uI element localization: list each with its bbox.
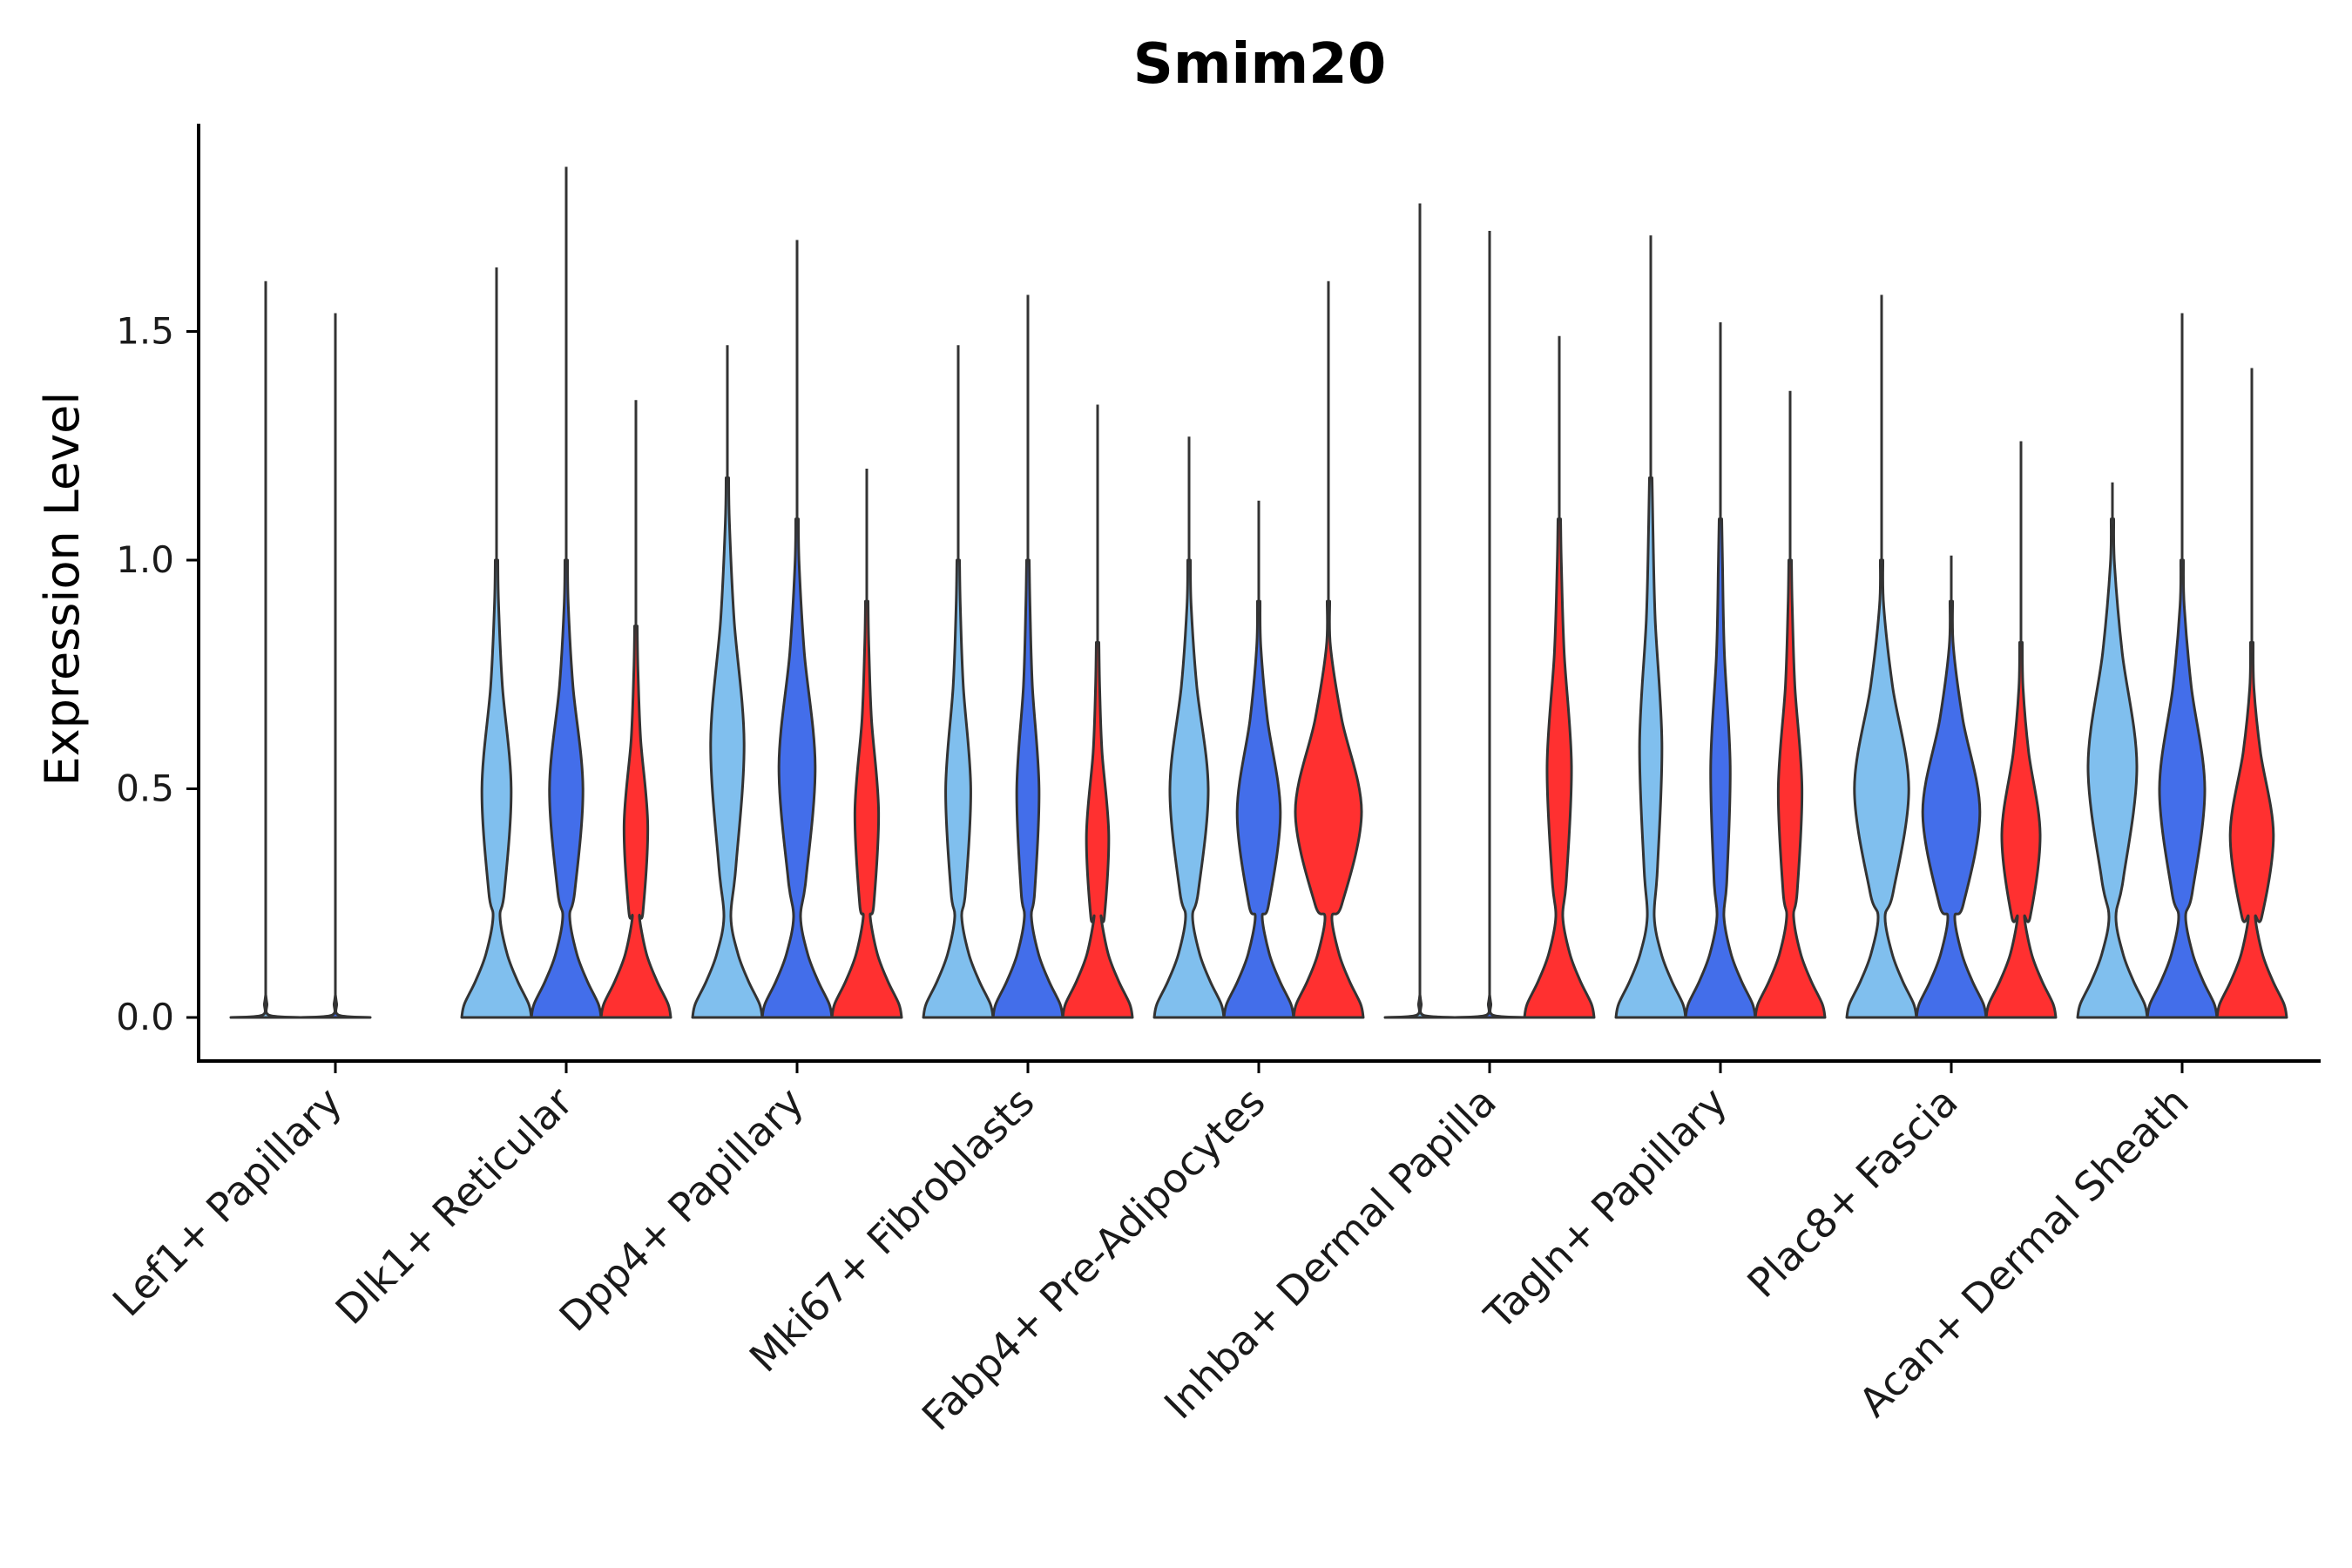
violin-inhba-dermal-papilla-s3 bbox=[1523, 517, 1596, 1019]
x-tick-label-dpp4-papillary: Dpp4+ Papillary bbox=[551, 1078, 813, 1341]
violin-acan-dermal-sheath-s2 bbox=[2146, 558, 2219, 1019]
violin-fabp4-pre-adipocytes-s3 bbox=[1292, 599, 1365, 1019]
x-tick-label-plac8-fascia: Plac8+ Fascia bbox=[1738, 1078, 1966, 1307]
y-tick-label-0: 0.0 bbox=[116, 996, 174, 1038]
violin-inhba-dermal-papilla-s1 bbox=[1383, 993, 1456, 1019]
violin-plac8-fascia-s2 bbox=[1915, 599, 1988, 1019]
y-tick-label-3: 1.5 bbox=[116, 310, 174, 353]
x-tick-label-dlk1-reticular: Dlk1+ Reticular bbox=[327, 1078, 582, 1334]
violin-lef1-papillary-s2 bbox=[299, 993, 372, 1019]
violin-tagln-papillary-s3 bbox=[1754, 558, 1827, 1019]
violin-mki67-fibroblasts-s2 bbox=[991, 558, 1064, 1019]
violin-plac8-fascia-s1 bbox=[1845, 558, 1918, 1019]
violin-acan-dermal-sheath-s3 bbox=[2215, 641, 2288, 1019]
violin-tagln-papillary-s1 bbox=[1614, 476, 1687, 1019]
x-tick-label-lef1-papillary: Lef1+ Papillary bbox=[104, 1078, 351, 1326]
violin-dpp4-papillary-s1 bbox=[691, 476, 764, 1019]
violin-inhba-dermal-papilla-s2 bbox=[1453, 993, 1526, 1019]
y-tick-label-2: 1.0 bbox=[116, 538, 174, 581]
violin-mki67-fibroblasts-s3 bbox=[1061, 641, 1134, 1019]
violin-dpp4-papillary-s3 bbox=[830, 599, 903, 1019]
y-tick-label-1: 0.5 bbox=[116, 767, 174, 810]
chart-title: Smim20 bbox=[1133, 32, 1386, 97]
violin-dlk1-reticular-s2 bbox=[530, 558, 603, 1019]
violin-group bbox=[229, 166, 2288, 1019]
violin-mki67-fibroblasts-s1 bbox=[922, 558, 995, 1019]
violin-dlk1-reticular-s3 bbox=[599, 625, 672, 1019]
x-tick-label-tagln-papillary: Tagln+ Papillary bbox=[1475, 1078, 1736, 1340]
y-axis-label: Expression Level bbox=[35, 392, 90, 787]
violin-dlk1-reticular-s1 bbox=[460, 558, 533, 1019]
violin-dpp4-papillary-s2 bbox=[760, 517, 834, 1019]
violin-fabp4-pre-adipocytes-s1 bbox=[1152, 558, 1226, 1019]
violin-lef1-papillary-s1 bbox=[229, 993, 302, 1019]
violin-tagln-papillary-s2 bbox=[1684, 517, 1757, 1019]
violin-plac8-fascia-s3 bbox=[1984, 641, 2058, 1019]
violin-acan-dermal-sheath-s1 bbox=[2076, 517, 2149, 1019]
violin-fabp4-pre-adipocytes-s2 bbox=[1222, 599, 1295, 1019]
